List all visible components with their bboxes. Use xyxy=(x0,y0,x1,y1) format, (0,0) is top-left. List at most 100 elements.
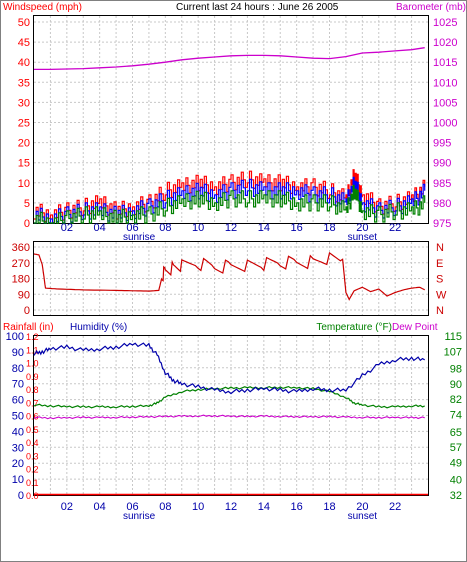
direction-degree-tick: 180 xyxy=(12,274,30,286)
humidity-tick-label: 50 xyxy=(12,411,24,423)
panel1-time-axis: 02 04 06 08 10 12 14 16 18 20 22 sunrise sunset xyxy=(61,222,402,243)
barometer-tick-label: 1010 xyxy=(433,77,457,89)
direction-compass-tick: N xyxy=(436,242,444,254)
rainfall-tick-label: 1.2 xyxy=(26,332,39,342)
rainfall-axis-label: Rainfall (in) xyxy=(3,322,54,333)
direction-compass-tick: N xyxy=(436,305,444,317)
temperature-tick-label: 74 xyxy=(450,410,462,422)
rainfall-tick-label: 0.1 xyxy=(26,478,39,488)
direction-degree-tick: 90 xyxy=(18,289,30,301)
temperature-tick-label: 90 xyxy=(450,379,462,391)
windspeed-axis-label: Windspeed (mph) xyxy=(3,2,82,13)
humidity-tick-label: 30 xyxy=(12,442,24,454)
temperature-tick-label: 115 xyxy=(444,331,462,343)
temperature-line xyxy=(33,385,425,409)
time-tick-label: 22 xyxy=(389,222,401,234)
wind-step-line xyxy=(34,184,426,224)
sunrise-label: sunrise xyxy=(123,232,156,243)
temperature-tick-label: 82 xyxy=(450,394,462,406)
time-tick-label: 12 xyxy=(225,222,237,234)
dewpoint-line xyxy=(33,414,425,420)
panel3-time-axis: 02 04 06 08 10 12 14 16 18 20 22 sunrise sunset xyxy=(61,501,402,522)
time-tick-label: 22 xyxy=(389,501,401,513)
rainfall-tick-label: 0.0 xyxy=(26,491,39,501)
time-tick-label: 02 xyxy=(61,222,73,234)
direction-degree-tick: 0 xyxy=(24,305,30,317)
barometer-line xyxy=(34,47,425,71)
barometer-tick-label: 990 xyxy=(433,158,451,170)
barometer-tick-label: 1015 xyxy=(433,57,457,69)
windspeed-tick-label: 30 xyxy=(18,97,30,109)
time-tick-label: 14 xyxy=(258,222,270,234)
time-tick-label: 08 xyxy=(159,501,171,513)
direction-degree-tick: 360 xyxy=(12,242,30,254)
panel1-series xyxy=(34,47,426,224)
time-tick-label: 12 xyxy=(225,501,237,513)
time-tick-label: 16 xyxy=(291,501,303,513)
temperature-tick-label: 57 xyxy=(450,442,462,454)
panel2-grid xyxy=(34,242,428,315)
panel2-series xyxy=(33,251,426,301)
panel3-grid xyxy=(34,336,428,495)
barometer-tick-label: 1005 xyxy=(433,97,457,109)
windspeed-tick-label: 20 xyxy=(18,138,30,150)
panel3-series xyxy=(33,342,428,496)
wind-series-2 xyxy=(34,184,426,224)
barometer-tick-label: 980 xyxy=(433,198,451,210)
humidity-line xyxy=(33,342,426,395)
humidity-tick-label: 60 xyxy=(12,395,24,407)
humidity-tick-label: 0 xyxy=(18,490,24,502)
windspeed-tick-label: 15 xyxy=(18,158,30,170)
rainfall-tick-label: 0.5 xyxy=(26,425,39,435)
temperature-tick-label: 49 xyxy=(450,457,462,469)
rainfall-tick-label: 0.7 xyxy=(26,398,39,408)
humidity-tick-label: 90 xyxy=(12,347,24,359)
temperature-tick-label: 40 xyxy=(450,475,462,487)
temperature-tick-label: 107 xyxy=(444,346,462,358)
windspeed-tick-label: 10 xyxy=(18,178,30,190)
humidity-axis-label: Humidity (%) xyxy=(70,322,127,333)
windspeed-tick-label: 40 xyxy=(18,57,30,69)
barometer-axis-label: Barometer (mb) xyxy=(396,2,466,13)
panel3-rainfall-ticks: 0.0 0.1 0.2 0.3 0.4 0.5 0.6 0.7 0.8 0.9 1.0 1.1 1.2 xyxy=(26,332,39,501)
barometer-tick-label: 1000 xyxy=(433,118,457,130)
barometer-tick-label: 1020 xyxy=(433,37,457,49)
rainfall-tick-label: 0.8 xyxy=(26,385,39,395)
rainfall-tick-label: 1.0 xyxy=(26,359,39,369)
sunrise-label: sunrise xyxy=(123,511,156,522)
rainfall-tick-label: 0.3 xyxy=(26,451,39,461)
chart-title: Current last 24 hours : June 26 2005 xyxy=(176,2,339,13)
time-tick-label: 20 xyxy=(356,222,368,234)
direction-compass-tick: W xyxy=(436,289,447,301)
sunset-label: sunset xyxy=(348,511,378,522)
barometer-tick-label: 975 xyxy=(433,218,451,230)
wind-direction-line xyxy=(33,251,426,301)
time-tick-label: 10 xyxy=(192,501,204,513)
rainfall-tick-label: 0.2 xyxy=(26,465,39,475)
windspeed-tick-label: 0 xyxy=(24,218,30,230)
temperature-axis-label: Temperature (°F) xyxy=(316,322,392,333)
windspeed-tick-label: 35 xyxy=(18,77,30,89)
humidity-tick-label: 40 xyxy=(12,426,24,438)
time-tick-label: 14 xyxy=(258,501,270,513)
direction-compass-tick: E xyxy=(436,258,443,270)
humidity-tick-label: 100 xyxy=(6,331,24,343)
time-tick-label: 10 xyxy=(192,222,204,234)
time-tick-label: 18 xyxy=(323,222,335,234)
humidity-tick-label: 20 xyxy=(12,458,24,470)
windspeed-tick-label: 45 xyxy=(18,37,30,49)
time-tick-label: 18 xyxy=(323,501,335,513)
humidity-tick-label: 70 xyxy=(12,379,24,391)
panel2-direction-degree-ticks: 0 90 180 270 360 xyxy=(12,242,30,317)
panel3-temperature-ticks: 32 40 49 57 65 74 82 90 98 107 115 xyxy=(444,331,462,502)
sunset-label: sunset xyxy=(348,232,378,243)
rainfall-tick-label: 1.1 xyxy=(26,345,39,355)
rainfall-tick-label: 0.6 xyxy=(26,412,39,422)
humidity-tick-label: 80 xyxy=(12,363,24,375)
direction-compass-tick: S xyxy=(436,274,443,286)
rainfall-tick-label: 0.9 xyxy=(26,372,39,382)
